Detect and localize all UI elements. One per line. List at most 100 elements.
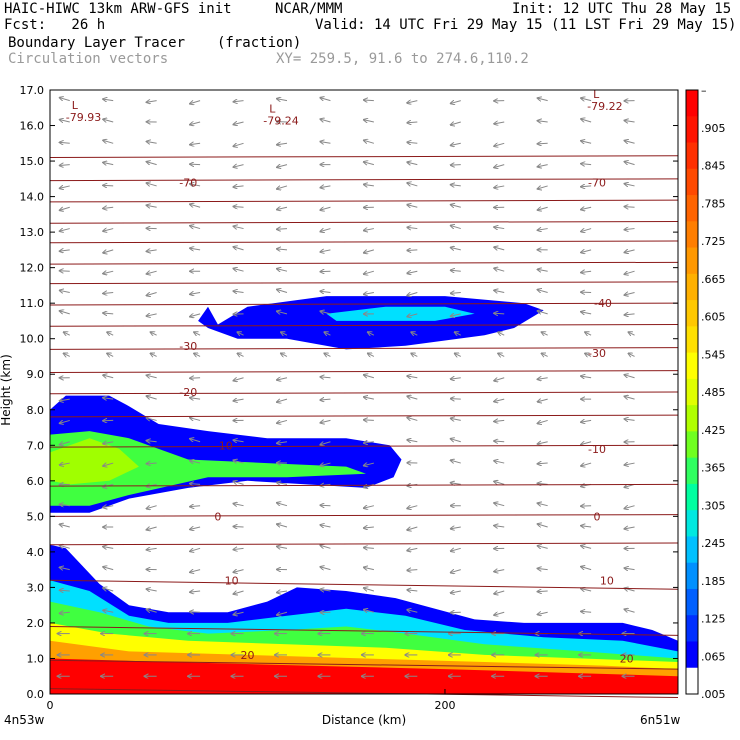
circulation-vector (581, 611, 592, 612)
circulation-vector (277, 546, 288, 548)
circulation-vector (411, 332, 418, 335)
circulation-vector (277, 483, 288, 485)
circulation-vector (190, 122, 201, 125)
circulation-vector (455, 353, 461, 356)
circulation-vector (364, 293, 374, 295)
colorbar-label: .605 (701, 311, 726, 324)
circulation-vector (585, 353, 592, 356)
isotherm-line (49, 625, 679, 636)
circulation-vector (277, 186, 288, 189)
circulation-vector (60, 98, 70, 101)
circulation-vector (364, 375, 375, 378)
x-axis-left-end: 4n53w (4, 713, 45, 727)
circulation-vector (320, 545, 331, 548)
circulation-vector (234, 612, 244, 614)
circulation-vector (103, 313, 114, 314)
circulation-vector (103, 162, 114, 164)
circulation-vector (364, 140, 375, 143)
circulation-vector (581, 164, 592, 165)
circulation-vector (60, 207, 70, 210)
circulation-vector (107, 353, 114, 356)
circulation-vector (151, 353, 157, 356)
isotherm-line (49, 483, 679, 487)
circulation-vector (494, 378, 505, 381)
circulation-vector (64, 332, 70, 335)
circulation-vector (407, 527, 418, 530)
circulation-vector (538, 269, 548, 271)
circulation-vector (581, 186, 592, 187)
low-marker: L (72, 99, 79, 112)
circulation-vector (538, 399, 548, 402)
circulation-vector (277, 143, 288, 144)
circulation-vector (190, 204, 201, 207)
circulation-vector (234, 504, 244, 506)
circulation-vector (103, 398, 114, 399)
circulation-vector (364, 610, 375, 613)
circulation-vector (190, 314, 201, 317)
circulation-vector (494, 591, 505, 594)
temperature-label: 10 (600, 574, 614, 587)
circulation-vector (494, 399, 505, 401)
org-label: NCAR/MMM (275, 1, 343, 17)
vector-field-name: Circulation vectors (8, 51, 169, 67)
circulation-vector (190, 484, 201, 485)
y-tick-label: 0.0 (27, 688, 45, 701)
circulation-vector (147, 527, 157, 530)
isotherm-line (49, 220, 679, 224)
x-axis-right-end: 6n51w (640, 713, 681, 727)
circulation-vector (103, 293, 114, 294)
circulation-vector (190, 591, 201, 592)
colorbar-swatch (686, 510, 698, 537)
circulation-vector (451, 527, 461, 529)
circulation-vector (103, 506, 114, 508)
circulation-vector (277, 399, 288, 402)
circulation-vector (277, 591, 288, 593)
circulation-vector (407, 142, 418, 143)
circulation-vector (494, 165, 505, 168)
circulation-vector (277, 269, 288, 271)
circulation-vector (60, 229, 70, 232)
colorbar-frame (685, 89, 699, 695)
circulation-vector (407, 590, 418, 591)
circulation-vector (190, 226, 201, 229)
circulation-vector (451, 185, 461, 186)
circulation-vector (190, 439, 201, 442)
circulation-vector (60, 504, 70, 505)
circulation-vector (103, 229, 114, 232)
isotherm-line (49, 659, 679, 670)
circulation-vector (364, 442, 374, 443)
circulation-vector (147, 101, 157, 103)
isotherm-line (49, 240, 679, 244)
circulation-vector (581, 463, 592, 466)
circulation-vector (368, 332, 375, 335)
temperature-label: 0 (594, 510, 601, 523)
circulation-vector (625, 184, 635, 186)
temperature-label: -70 (179, 176, 197, 189)
circulation-vector (494, 420, 505, 421)
colorbar-swatch (686, 300, 698, 327)
circulation-vector (451, 143, 461, 145)
circulation-vector (451, 439, 461, 442)
circulation-vector (364, 100, 374, 101)
x-tick-label: 200 (434, 699, 455, 712)
isotherm-line (49, 302, 679, 306)
y-tick-label: 10.0 (20, 333, 45, 346)
colorbar-label: .005 (701, 688, 726, 701)
circulation-vector (451, 293, 461, 294)
temperature-label: 20 (240, 649, 254, 662)
circulation-vector (494, 290, 505, 292)
circulation-vector (407, 440, 418, 442)
circulation-vector (190, 570, 201, 573)
circulation-vector (324, 353, 331, 356)
y-tick-label: 17.0 (20, 84, 45, 97)
low-marker: L (593, 88, 600, 101)
colorbar-label: .485 (701, 386, 726, 399)
tracer-region-upper-cloud-core (326, 306, 475, 321)
colorbar-swatch (686, 457, 698, 485)
circulation-vector (625, 609, 635, 612)
circulation-vector (103, 610, 114, 612)
circulation-vector (320, 463, 331, 466)
isotherm-line (49, 178, 679, 182)
circulation-vector (581, 442, 592, 445)
circulation-vector (364, 120, 374, 122)
